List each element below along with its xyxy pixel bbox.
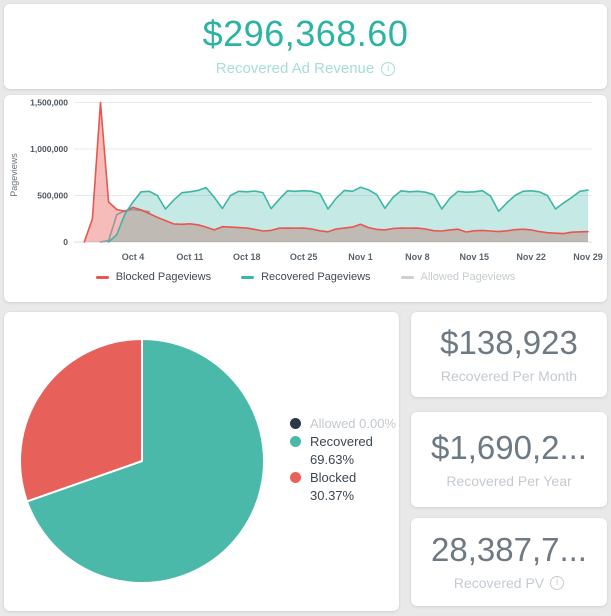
pageviews-chart-legend: Blocked Pageviews Recovered Pageviews Allo… <box>4 271 607 283</box>
info-icon[interactable] <box>550 576 565 590</box>
series-area-1 <box>108 187 588 242</box>
x-tick-label: Oct 18 <box>233 252 261 262</box>
legend-item-blocked-pageviews[interactable]: Blocked Pageviews <box>95 271 212 283</box>
pie-legend-item-allowed[interactable]: Allowed 0.00% <box>290 416 396 432</box>
legend-label: Blocked Pageviews <box>115 271 212 283</box>
pie-legend-dot-icon <box>290 436 301 447</box>
x-tick-label: Oct 4 <box>122 252 145 262</box>
recovered-pv-card: 28,387,7... Recovered PV <box>411 518 607 606</box>
legend-dash-icon <box>241 275 255 279</box>
recovered-per-month-value: $138,923 <box>440 323 578 361</box>
legend-item-allowed-pageviews[interactable]: Allowed Pageviews <box>400 271 516 283</box>
recovered-ad-revenue-card: $296,368.60 Recovered Ad Revenue <box>4 4 607 89</box>
recovered-per-year-label: Recovered Per Year <box>446 473 571 489</box>
x-tick-label: Oct 11 <box>176 252 203 262</box>
series-line-0 <box>83 101 589 243</box>
x-tick-label: Oct 25 <box>290 252 318 262</box>
pageviews-share-pie <box>19 338 266 584</box>
recovered-per-year-label-text: Recovered Per Year <box>446 472 572 489</box>
recovered-ad-revenue-value: $296,368.60 <box>202 13 409 54</box>
recovered-per-month-label-text: Recovered Per Month <box>440 367 578 384</box>
pie-legend-item-blocked[interactable]: Blocked <box>290 470 396 486</box>
pie-legend-label: Blocked <box>310 470 357 485</box>
pageviews-chart-card: 0 500,000 1,000,000 1,500,000 Pageviews Oct 4… <box>4 95 607 302</box>
legend-item-recovered-pageviews[interactable]: Recovered Pageviews <box>241 271 371 283</box>
pie-slice-blocked[interactable] <box>19 338 143 503</box>
pie-legend: Allowed 0.00% Recovered 69.63% Blocked 30.37… <box>290 416 396 504</box>
recovered-pv-label: Recovered PV <box>453 575 565 591</box>
y-tick-label: 1,500,000 <box>30 98 68 108</box>
series-area-0 <box>84 102 589 242</box>
x-tick-label: Nov 1 <box>348 252 373 262</box>
recovered-per-year-value: $1,690,2... <box>431 428 587 466</box>
recovered-ad-revenue-label: Recovered Ad Revenue <box>215 60 396 77</box>
pageviews-area-chart: 0 500,000 1,000,000 1,500,000 Pageviews Oct 4… <box>9 98 603 263</box>
y-axis-title: Pageviews <box>9 153 19 197</box>
recovered-per-month-card: $138,923 Recovered Per Month <box>411 312 607 397</box>
info-icon[interactable] <box>381 61 396 76</box>
pie-legend-dot-icon <box>290 472 301 483</box>
y-tick-label: 500,000 <box>37 191 68 201</box>
legend-dash-icon <box>400 275 414 279</box>
legend-dash-icon <box>95 275 109 279</box>
series-line-1 <box>107 186 589 243</box>
recovered-per-year-card: $1,690,2... Recovered Per Year <box>411 412 607 507</box>
x-tick-label: Nov 8 <box>405 252 430 262</box>
x-tick-label: Nov 15 <box>459 252 489 262</box>
pageviews-share-pie-card: Allowed 0.00% Recovered 69.63% Blocked 30.37… <box>4 312 399 611</box>
x-tick-label: Nov 29 <box>573 252 603 262</box>
recovered-pv-value: 28,387,7... <box>431 531 587 568</box>
pie-legend-dot-icon <box>290 418 301 429</box>
pie-slice-recovered[interactable] <box>25 338 266 584</box>
pie-legend-label: Recovered <box>310 434 373 449</box>
recovered-ad-revenue-label-text: Recovered Ad Revenue <box>215 60 375 77</box>
legend-label: Allowed Pageviews <box>420 271 516 283</box>
pie-legend-label: Allowed 0.00% <box>310 416 396 431</box>
y-tick-label: 0 <box>63 237 68 247</box>
pie-legend-percentage: 30.37% <box>310 488 355 503</box>
y-tick-label: 1,000,000 <box>30 144 68 154</box>
legend-label: Recovered Pageviews <box>261 271 371 283</box>
recovered-per-month-label: Recovered Per Month <box>441 368 577 384</box>
pie-legend-item-recovered[interactable]: Recovered <box>290 434 396 450</box>
recovered-pv-label-text: Recovered PV <box>453 575 545 591</box>
pie-legend-percentage: 69.63% <box>310 452 355 467</box>
x-tick-label: Nov 22 <box>516 252 546 262</box>
